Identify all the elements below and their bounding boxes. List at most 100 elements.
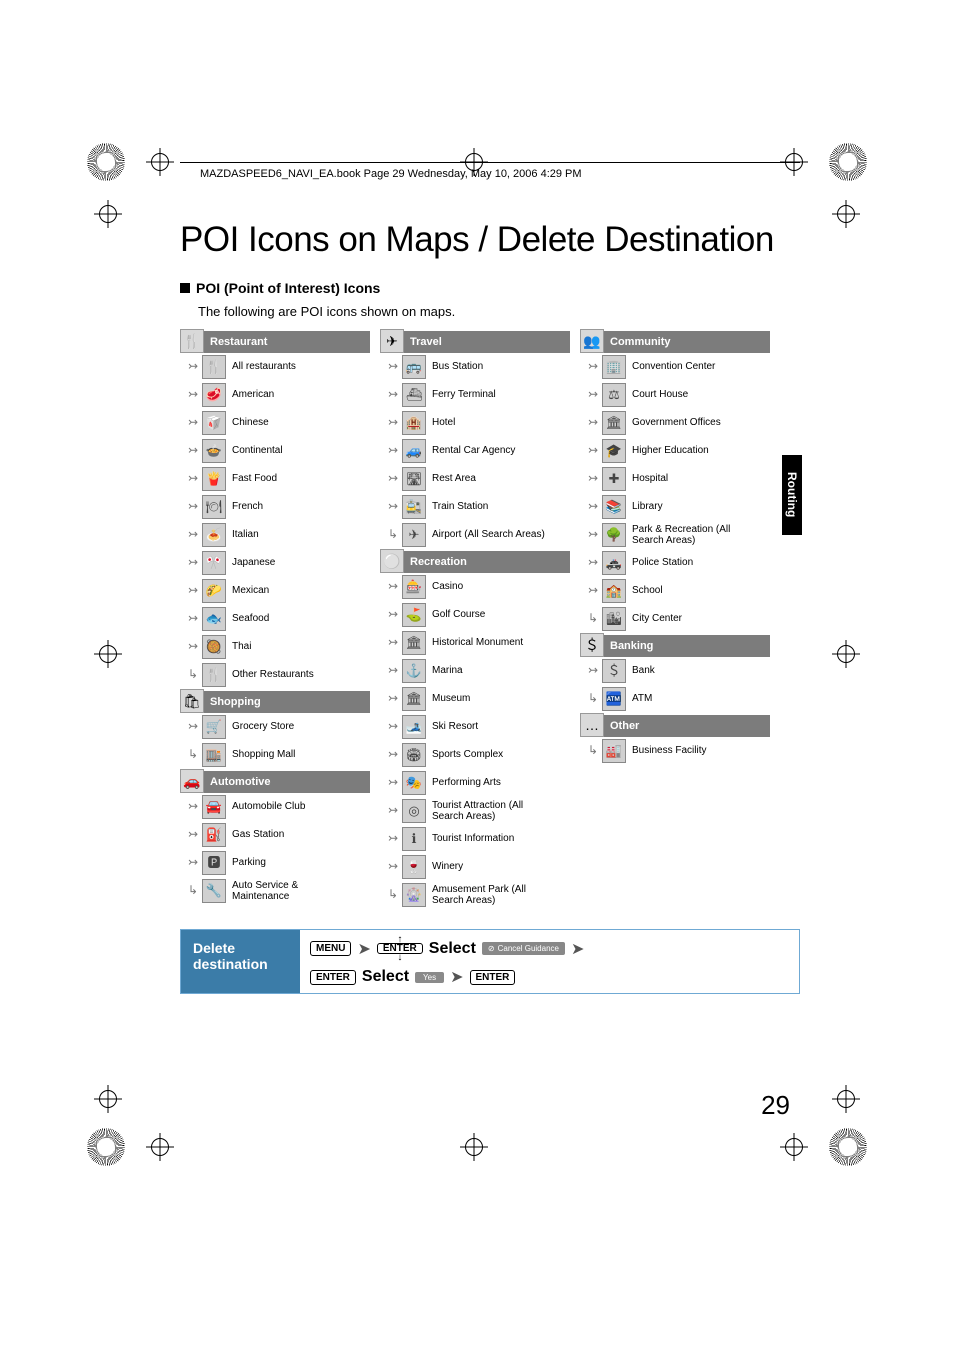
poi-label: Tourist Attraction (All Search Areas) xyxy=(432,800,552,823)
select-label: Select xyxy=(429,940,476,958)
poi-item: ✈Airport (All Search Areas) xyxy=(380,521,570,549)
poi-label: Park & Recreation (All Search Areas) xyxy=(632,524,752,547)
delete-destination-box: Delete destination MENU ➤ ↑ ENTER ↓ Sele… xyxy=(180,929,800,994)
poi-icon: 📚 xyxy=(602,495,626,519)
poi-item: ⛳Golf Course xyxy=(380,601,570,629)
poi-item: 🎭Performing Arts xyxy=(380,769,570,797)
poi-label: Bus Station xyxy=(432,361,483,373)
poi-icon: ℹ xyxy=(402,827,426,851)
category-icon: ✈ xyxy=(380,329,404,353)
poi-label: Train Station xyxy=(432,501,488,513)
poi-label: Chinese xyxy=(232,417,269,429)
poi-item: 🚉 Train Station xyxy=(380,493,570,521)
poi-item: 🍽French xyxy=(180,493,370,521)
poi-label: French xyxy=(232,501,263,513)
poi-label: Airport (All Search Areas) xyxy=(432,529,545,541)
poi-icon: 🍴 xyxy=(202,663,226,687)
poi-item: 🎿Ski Resort xyxy=(380,713,570,741)
poi-item: 🏟 Sports Complex xyxy=(380,741,570,769)
select-label: Select xyxy=(362,968,409,986)
poi-label: Amusement Park (All Search Areas) xyxy=(432,884,552,907)
poi-label: Continental xyxy=(232,445,283,457)
poi-icon: 🎰 xyxy=(402,575,426,599)
poi-icon: 🍟 xyxy=(202,467,226,491)
poi-item: 🚘Automobile Club xyxy=(180,793,370,821)
poi-item: 🏛 Government Offices xyxy=(580,409,770,437)
poi-item: 🏭Business Facility xyxy=(580,737,770,765)
category-header: Community xyxy=(604,331,770,353)
delete-label: Delete destination xyxy=(181,930,300,993)
poi-icon: 🛒 xyxy=(202,715,226,739)
poi-icon: 🚘 xyxy=(202,795,226,819)
poi-item: 🎰 Casino xyxy=(380,573,570,601)
intro-text: The following are POI icons shown on map… xyxy=(198,304,800,319)
poi-label: Tourist Information xyxy=(432,833,514,845)
poi-icon: 🏟 xyxy=(402,743,426,767)
poi-label: American xyxy=(232,389,274,401)
page-title: POI Icons on Maps / Delete Destination xyxy=(180,220,800,260)
poi-icon: 🏛 xyxy=(602,411,626,435)
poi-icon: ⛳ xyxy=(402,603,426,627)
poi-icon: 🔧 xyxy=(202,879,226,903)
poi-icon: 🍲 xyxy=(202,439,226,463)
category-header: Travel xyxy=(404,331,570,353)
yes-pill: Yes xyxy=(415,972,444,983)
poi-label: Auto Service & Maintenance xyxy=(232,880,352,903)
poi-label: Other Restaurants xyxy=(232,669,314,681)
poi-item: 🚓Police Station xyxy=(580,549,770,577)
poi-label: Convention Center xyxy=(632,361,715,373)
poi-icon: ◎ xyxy=(402,799,426,823)
poi-item: 🏬Shopping Mall xyxy=(180,741,370,769)
category-icon: 🛍 xyxy=(180,689,204,713)
poi-icon: 🌳 xyxy=(602,523,626,547)
poi-label: School xyxy=(632,585,663,597)
poi-item: 🎌Japanese xyxy=(180,549,370,577)
poi-item: 🏨Hotel xyxy=(380,409,570,437)
poi-icon: 🏢 xyxy=(602,355,626,379)
poi-label: Winery xyxy=(432,861,463,873)
category-header: Shopping xyxy=(204,691,370,713)
poi-icon: 🚓 xyxy=(602,551,626,575)
poi-label: City Center xyxy=(632,613,682,625)
poi-icon: 🥡 xyxy=(202,411,226,435)
poi-label: Thai xyxy=(232,641,251,653)
poi-label: Parking xyxy=(232,857,266,869)
poi-label: Bank xyxy=(632,665,655,677)
poi-item: 🚌Bus Station xyxy=(380,353,570,381)
poi-item: ⛴Ferry Terminal xyxy=(380,381,570,409)
category-header: Banking xyxy=(604,635,770,657)
category-icon: 🍴 xyxy=(180,329,204,353)
poi-icon: ⚖ xyxy=(602,383,626,407)
poi-label: Seafood xyxy=(232,613,269,625)
page-number: 29 xyxy=(761,1090,790,1121)
poi-label: Court House xyxy=(632,389,688,401)
poi-label: Sports Complex xyxy=(432,749,503,761)
poi-item: ⚖ Court House xyxy=(580,381,770,409)
poi-label: Ferry Terminal xyxy=(432,389,496,401)
poi-columns: 🍴Restaurant🍴All restaurants🥩American🥡Chi… xyxy=(180,329,800,909)
poi-item: 🔧 Auto Service & Maintenance xyxy=(180,877,370,905)
section-heading: POI (Point of Interest) Icons xyxy=(180,280,800,296)
poi-item: 🚙 Rental Car Agency xyxy=(380,437,570,465)
poi-label: Hotel xyxy=(432,417,455,429)
poi-label: Casino xyxy=(432,581,463,593)
poi-icon: 🎌 xyxy=(202,551,226,575)
poi-label: Shopping Mall xyxy=(232,749,295,761)
poi-icon: 🐟 xyxy=(202,607,226,631)
poi-label: Gas Station xyxy=(232,829,284,841)
poi-item: 🏢 Convention Center xyxy=(580,353,770,381)
poi-label: Rental Car Agency xyxy=(432,445,515,457)
poi-item: 🏧ATM xyxy=(580,685,770,713)
poi-item: ⚓Marina xyxy=(380,657,570,685)
poi-icon: 🏛 xyxy=(402,687,426,711)
poi-icon: 🏭 xyxy=(602,739,626,763)
poi-icon: 🚙 xyxy=(402,439,426,463)
poi-label: Grocery Store xyxy=(232,721,294,733)
category-icon: ＄ xyxy=(580,633,604,657)
poi-item: 🍝Italian xyxy=(180,521,370,549)
poi-icon: 🍴 xyxy=(202,355,226,379)
poi-label: Government Offices xyxy=(632,417,721,429)
poi-icon: 🍷 xyxy=(402,855,426,879)
enter-button: ENTER xyxy=(310,970,356,985)
poi-icon: 🚉 xyxy=(402,495,426,519)
